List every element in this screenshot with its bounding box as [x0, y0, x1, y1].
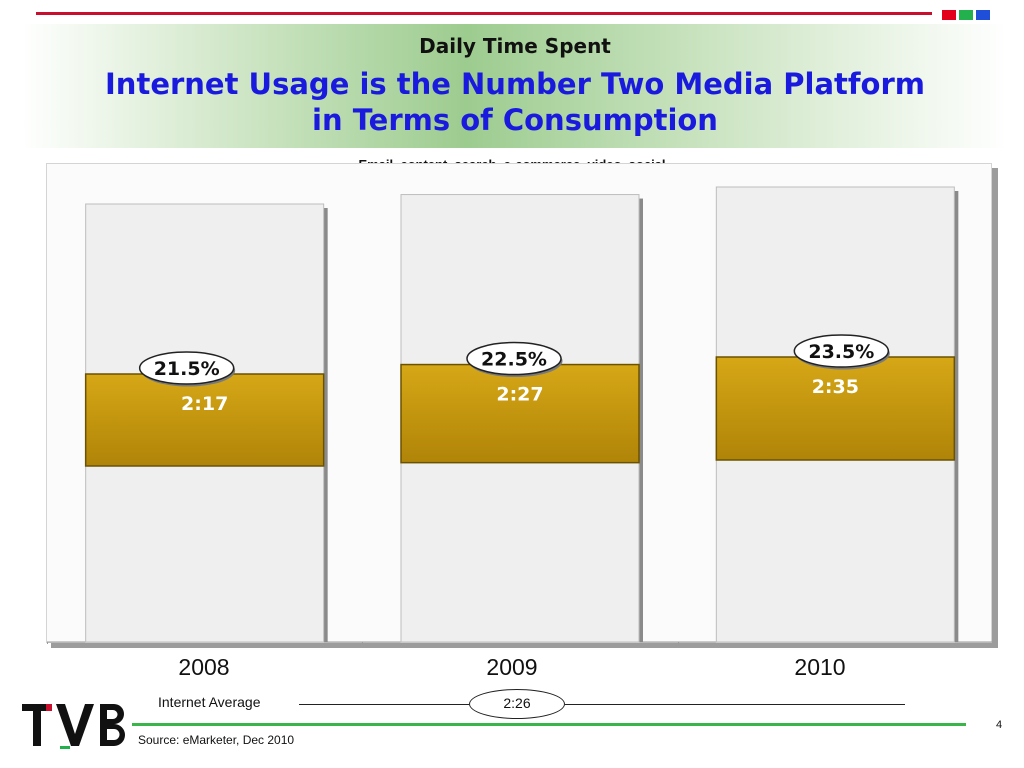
average-line-right — [565, 704, 905, 705]
share-oval — [138, 351, 235, 385]
headline-line-1: Internet Usage is the Number Two Media P… — [105, 67, 925, 101]
tvb-logo — [22, 704, 125, 749]
title-panel: Daily Time Spent Internet Usage is the N… — [22, 24, 1008, 148]
x-tick-label-2010: 2010 — [794, 654, 846, 680]
footer-rule — [132, 723, 966, 726]
internet-segment-bar — [84, 373, 325, 467]
x-tick-label-2008: 2008 — [178, 654, 230, 680]
internet-segment-bar — [715, 356, 956, 461]
x-tick-label-2009: 2009 — [486, 654, 538, 680]
top-rule — [36, 12, 932, 15]
page-title: Daily Time Spent — [419, 34, 611, 58]
blue-square-icon — [976, 10, 990, 20]
red-square-icon — [942, 10, 956, 20]
share-label: 23.5% — [808, 341, 874, 363]
chart-frame: 2:17 21.5% 2:27 22.5% 2:35 23.5% — [46, 163, 993, 644]
page-headline: Internet Usage is the Number Two Media P… — [22, 66, 1008, 138]
green-square-icon — [959, 10, 973, 20]
share-oval — [466, 341, 562, 376]
internet-segment-bar — [400, 363, 640, 464]
share-oval — [793, 334, 890, 368]
share-label: 21.5% — [154, 358, 220, 380]
share-label: 22.5% — [481, 349, 547, 371]
headline-line-2: in Terms of Consumption — [312, 103, 718, 137]
average-line-left — [299, 704, 469, 705]
source-note: Source: eMarketer, Dec 2010 — [138, 733, 295, 747]
data-label-time: 2:17 — [181, 393, 228, 415]
average-value-badge: 2:26 — [469, 689, 565, 719]
page-number: 4 — [996, 719, 1003, 731]
data-label-time: 2:27 — [496, 384, 543, 406]
bar-chart: 2:17 21.5% 2:27 22.5% 2:35 23.5% — [47, 186, 993, 644]
data-label-time: 2:35 — [812, 376, 859, 398]
average-label: Internet Average — [158, 694, 261, 710]
